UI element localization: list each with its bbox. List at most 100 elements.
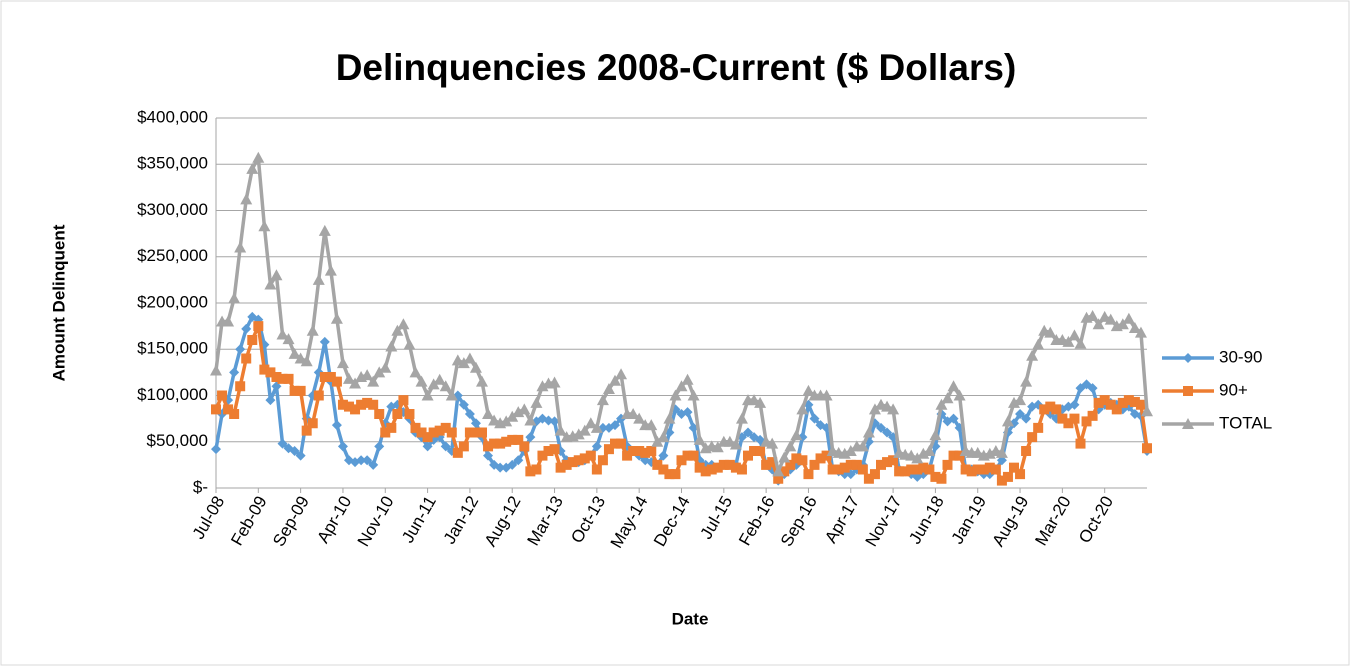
marker (1129, 396, 1140, 407)
marker (270, 269, 283, 281)
marker (525, 432, 536, 443)
marker (362, 455, 373, 466)
marker (282, 333, 295, 345)
marker (513, 434, 524, 445)
marker (524, 414, 537, 426)
marker (325, 372, 336, 382)
marker (1074, 337, 1087, 349)
marker (743, 450, 753, 461)
marker (1141, 405, 1153, 417)
marker (724, 459, 735, 470)
marker (839, 462, 850, 473)
marker (488, 414, 501, 426)
marker (1116, 318, 1129, 330)
marker (548, 376, 561, 388)
legend-label: 90+ (1219, 380, 1248, 399)
marker (820, 389, 833, 401)
marker (1093, 397, 1104, 408)
marker (229, 409, 240, 419)
marker (809, 459, 820, 470)
marker (664, 469, 675, 480)
marker (1069, 399, 1080, 410)
marker (349, 377, 362, 389)
marker (211, 444, 221, 455)
marker (537, 450, 548, 461)
marker (882, 457, 893, 468)
marker (984, 462, 995, 473)
marker (978, 464, 989, 475)
marker (1033, 422, 1044, 433)
marker (373, 366, 386, 378)
marker (477, 427, 487, 438)
marker (688, 450, 699, 461)
marker (288, 347, 301, 359)
marker (779, 466, 790, 477)
marker (670, 469, 681, 480)
marker (422, 432, 433, 443)
marker (1134, 326, 1147, 338)
marker (628, 446, 639, 456)
marker (483, 441, 494, 452)
marker (669, 389, 682, 401)
marker (217, 390, 228, 401)
marker (306, 324, 319, 336)
marker (1008, 396, 1020, 408)
marker (856, 440, 869, 452)
marker (344, 401, 354, 412)
marker (469, 361, 482, 373)
marker (766, 437, 779, 449)
marker (439, 380, 452, 392)
marker (996, 475, 1007, 486)
marker (337, 399, 348, 410)
marker (948, 413, 959, 424)
marker (1099, 395, 1110, 406)
marker (343, 372, 355, 384)
x-axis-title: Date (672, 609, 709, 628)
marker (1135, 399, 1146, 410)
marker (960, 464, 971, 475)
marker (1001, 415, 1014, 427)
marker (1098, 310, 1111, 322)
marker (658, 464, 669, 475)
marker (972, 464, 983, 475)
marker (1027, 432, 1038, 443)
marker (470, 418, 481, 429)
marker (410, 422, 421, 433)
marker (803, 469, 814, 480)
marker (1063, 418, 1074, 429)
marker (590, 421, 603, 433)
marker (761, 459, 772, 470)
marker (845, 459, 856, 470)
marker (694, 462, 705, 473)
marker (313, 390, 324, 401)
marker (591, 441, 602, 452)
marker (622, 450, 633, 461)
marker (615, 368, 628, 380)
marker (457, 357, 470, 369)
marker (264, 278, 277, 290)
marker (995, 446, 1008, 458)
marker (917, 447, 930, 459)
marker (258, 220, 271, 232)
marker (948, 450, 959, 461)
marker (585, 450, 596, 461)
y-axis-title: Amount Delinquent (49, 224, 68, 381)
marker (543, 415, 554, 426)
y-tick-label: $200,000 (137, 292, 208, 311)
marker (228, 292, 241, 304)
marker (640, 447, 651, 458)
marker (440, 441, 451, 452)
marker (1086, 309, 1099, 321)
marker (711, 441, 724, 453)
marker (682, 450, 693, 461)
marker (283, 373, 294, 384)
marker (386, 422, 397, 433)
y-tick-label: $- (193, 477, 208, 496)
marker (796, 403, 809, 415)
marker (645, 419, 658, 431)
marker (735, 412, 748, 424)
marker (362, 397, 373, 408)
marker (235, 344, 246, 355)
y-tick-label: $400,000 (137, 107, 208, 126)
marker (489, 438, 500, 449)
